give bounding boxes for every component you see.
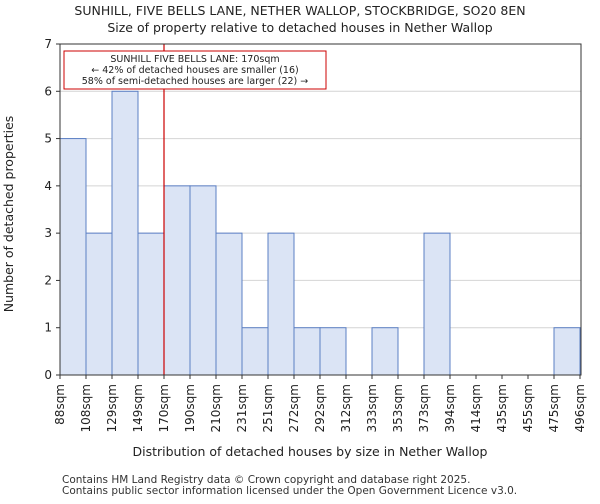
bar: [59, 138, 87, 376]
x-tick-label: 455sqm: [521, 384, 535, 432]
x-tick-label: 231sqm: [235, 384, 249, 432]
y-tick-label: 2: [44, 273, 52, 287]
x-axis-ticks: 88sqm 108sqm 129sqm 149sqm 170sqm 190sqm 210sq…: [53, 375, 587, 432]
chart-title: SUNHILL, FIVE BELLS LANE, NETHER WALLOP,…: [74, 3, 525, 18]
bar: [293, 327, 321, 376]
bar: [189, 185, 217, 376]
x-tick-label: 394sqm: [443, 384, 457, 432]
x-tick-label: 373sqm: [417, 384, 431, 432]
bar: [163, 185, 191, 376]
annotation-line-2: ← 42% of detached houses are smaller (16…: [91, 65, 298, 76]
footer-line-1: Contains HM Land Registry data © Crown c…: [62, 474, 470, 486]
chart-subtitle: Size of property relative to detached ho…: [107, 20, 492, 35]
y-tick-label: 6: [44, 84, 52, 98]
y-axis-ticks: 0 1 2 3 4 5 6 7: [44, 37, 60, 382]
x-tick-label: 149sqm: [131, 384, 145, 432]
bar: [111, 90, 139, 376]
x-tick-label: 353sqm: [391, 384, 405, 432]
x-tick-label: 251sqm: [261, 384, 275, 432]
x-tick-label: 312sqm: [339, 384, 353, 432]
annotation-line-3: 58% of semi-detached houses are larger (…: [82, 76, 309, 87]
y-tick-label: 4: [44, 179, 52, 193]
y-tick-label: 3: [44, 226, 52, 240]
x-tick-label: 272sqm: [287, 384, 301, 432]
x-axis-label: Distribution of detached houses by size …: [133, 444, 488, 459]
footer-line-2: Contains public sector information licen…: [62, 485, 517, 497]
x-tick-label: 292sqm: [313, 384, 327, 432]
bar: [319, 327, 347, 376]
x-tick-label: 108sqm: [79, 384, 93, 432]
annotation-box: SUNHILL FIVE BELLS LANE: 170sqm ← 42% of…: [63, 50, 327, 90]
y-tick-label: 5: [44, 132, 52, 146]
bar: [267, 232, 295, 376]
x-tick-label: 435sqm: [495, 384, 509, 432]
bar: [137, 232, 165, 376]
x-tick-label: 333sqm: [365, 384, 379, 432]
y-tick-label: 1: [44, 321, 52, 335]
x-tick-label: 170sqm: [157, 384, 171, 432]
y-tick-label: 7: [44, 37, 52, 51]
x-tick-label: 414sqm: [469, 384, 483, 432]
annotation-line-1: SUNHILL FIVE BELLS LANE: 170sqm: [110, 54, 279, 65]
x-tick-label: 496sqm: [573, 384, 587, 432]
x-tick-label: 210sqm: [209, 384, 223, 432]
x-tick-label: 129sqm: [105, 384, 119, 432]
bar: [553, 327, 581, 376]
y-axis-label: Number of detached properties: [1, 116, 16, 313]
x-tick-label: 190sqm: [183, 384, 197, 432]
bar: [423, 232, 451, 376]
bar: [215, 232, 243, 376]
bar: [85, 232, 113, 376]
bar: [241, 327, 269, 376]
bar-series: [59, 90, 581, 376]
y-tick-label: 0: [44, 368, 52, 382]
x-tick-label: 475sqm: [547, 384, 561, 432]
x-tick-label: 88sqm: [53, 384, 67, 425]
bar: [371, 327, 399, 376]
